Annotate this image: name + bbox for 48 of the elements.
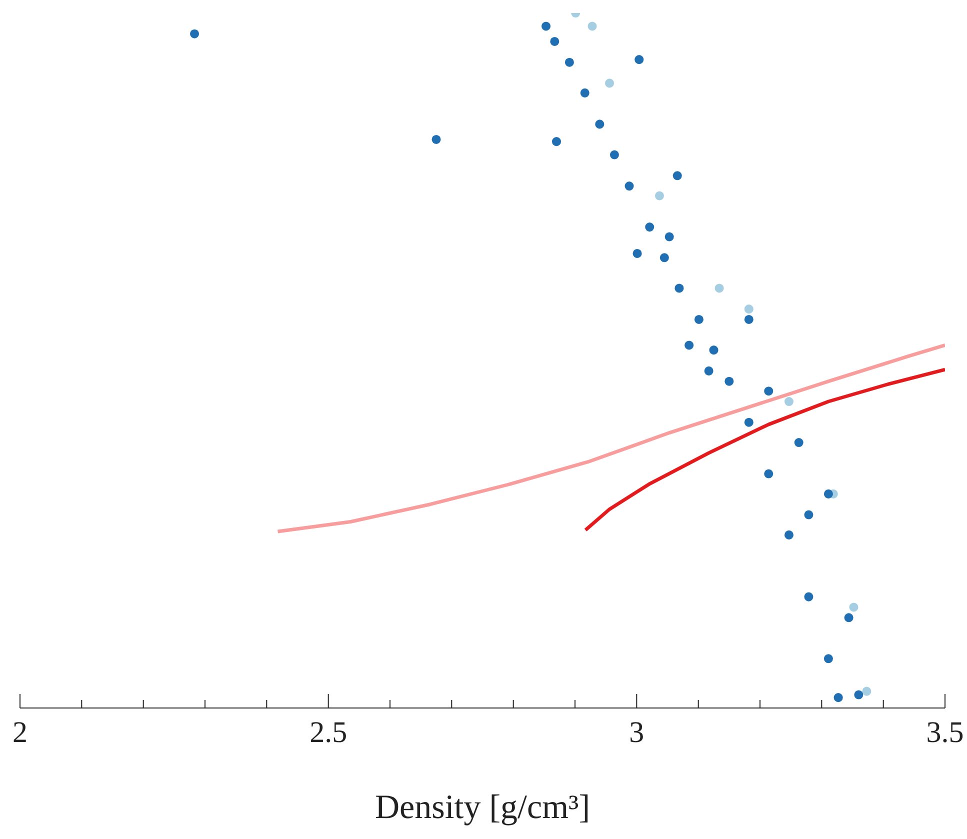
point [764,386,774,396]
point [624,182,634,191]
point [664,232,674,242]
point [550,36,560,46]
point [660,253,669,262]
point [674,284,684,293]
point [744,314,754,324]
point [794,438,804,448]
x-tick-label: 2.5 [310,716,348,749]
point [784,397,794,406]
point [804,592,814,602]
x-tick-label: 3 [629,716,644,749]
point [610,150,619,160]
point [542,22,551,31]
x-tick-label: 3.5 [926,716,964,749]
point [824,654,833,664]
point [672,171,682,180]
point [704,366,714,376]
point [595,120,604,129]
point [854,690,864,700]
x-tick-label: 2 [12,716,28,749]
point [694,314,704,324]
point [190,29,200,38]
point [432,134,441,144]
point [724,376,734,386]
point [844,613,854,622]
point [645,222,654,232]
point [834,693,843,702]
point [714,284,724,293]
point [588,22,597,31]
point [744,418,754,427]
point [605,78,614,88]
point [862,686,872,696]
point [709,346,718,355]
point [784,530,794,540]
point [634,55,644,64]
point [824,489,833,498]
point [632,248,642,258]
point [764,469,774,478]
point [564,58,574,67]
point [684,340,694,350]
point [744,304,754,314]
point [580,88,590,98]
point [654,191,664,200]
point [849,602,858,612]
x-axis-title: Density [g/cm³] [374,789,590,826]
point [804,510,814,520]
point [552,137,562,146]
